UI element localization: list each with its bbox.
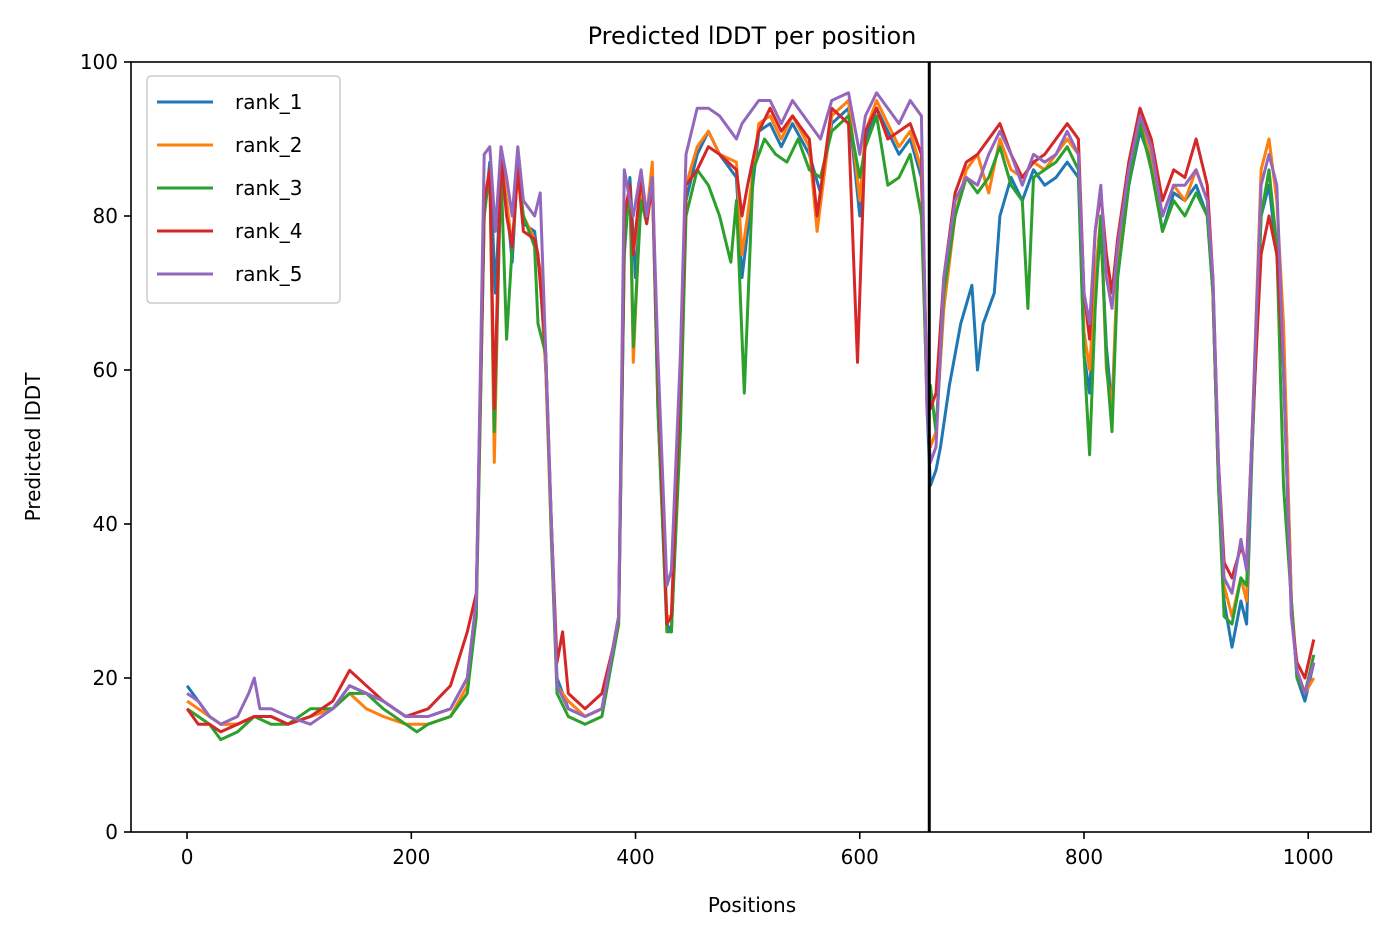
legend-label-rank_5: rank_5 bbox=[235, 262, 302, 286]
chart-title: Predicted lDDT per position bbox=[588, 22, 917, 50]
x-tick-label: 200 bbox=[392, 845, 430, 869]
y-axis: 0 20 40 60 80 100 bbox=[80, 50, 131, 844]
y-tick-label: 80 bbox=[93, 204, 118, 228]
x-tick-label: 1000 bbox=[1283, 845, 1334, 869]
legend-label-rank_1: rank_1 bbox=[235, 90, 302, 114]
series-layer bbox=[185, 91, 1316, 742]
legend: rank_1 rank_2 rank_3 rank_4 rank_5 bbox=[146, 75, 341, 304]
y-axis-label: Predicted lDDT bbox=[21, 372, 45, 522]
x-tick-label: 800 bbox=[1065, 845, 1103, 869]
series-line-rank_5 bbox=[186, 91, 1316, 726]
x-tick-label: 400 bbox=[616, 845, 654, 869]
legend-label-rank_3: rank_3 bbox=[235, 176, 302, 200]
plot-frame bbox=[130, 61, 1372, 833]
legend-label-rank_2: rank_2 bbox=[235, 133, 302, 157]
legend-box bbox=[146, 75, 341, 304]
y-tick-label: 60 bbox=[93, 358, 118, 382]
x-axis-label: Positions bbox=[708, 893, 796, 917]
x-axis: 0 200 400 600 800 1000 bbox=[181, 832, 1334, 869]
legend-label-rank_4: rank_4 bbox=[235, 219, 302, 243]
y-tick-label: 20 bbox=[93, 666, 118, 690]
series-line-rank_4 bbox=[185, 106, 1316, 734]
y-tick-label: 100 bbox=[80, 50, 118, 74]
y-tick-label: 40 bbox=[93, 512, 118, 536]
x-tick-label: 0 bbox=[181, 845, 194, 869]
x-tick-label: 600 bbox=[841, 845, 879, 869]
y-tick-label: 0 bbox=[105, 820, 118, 844]
